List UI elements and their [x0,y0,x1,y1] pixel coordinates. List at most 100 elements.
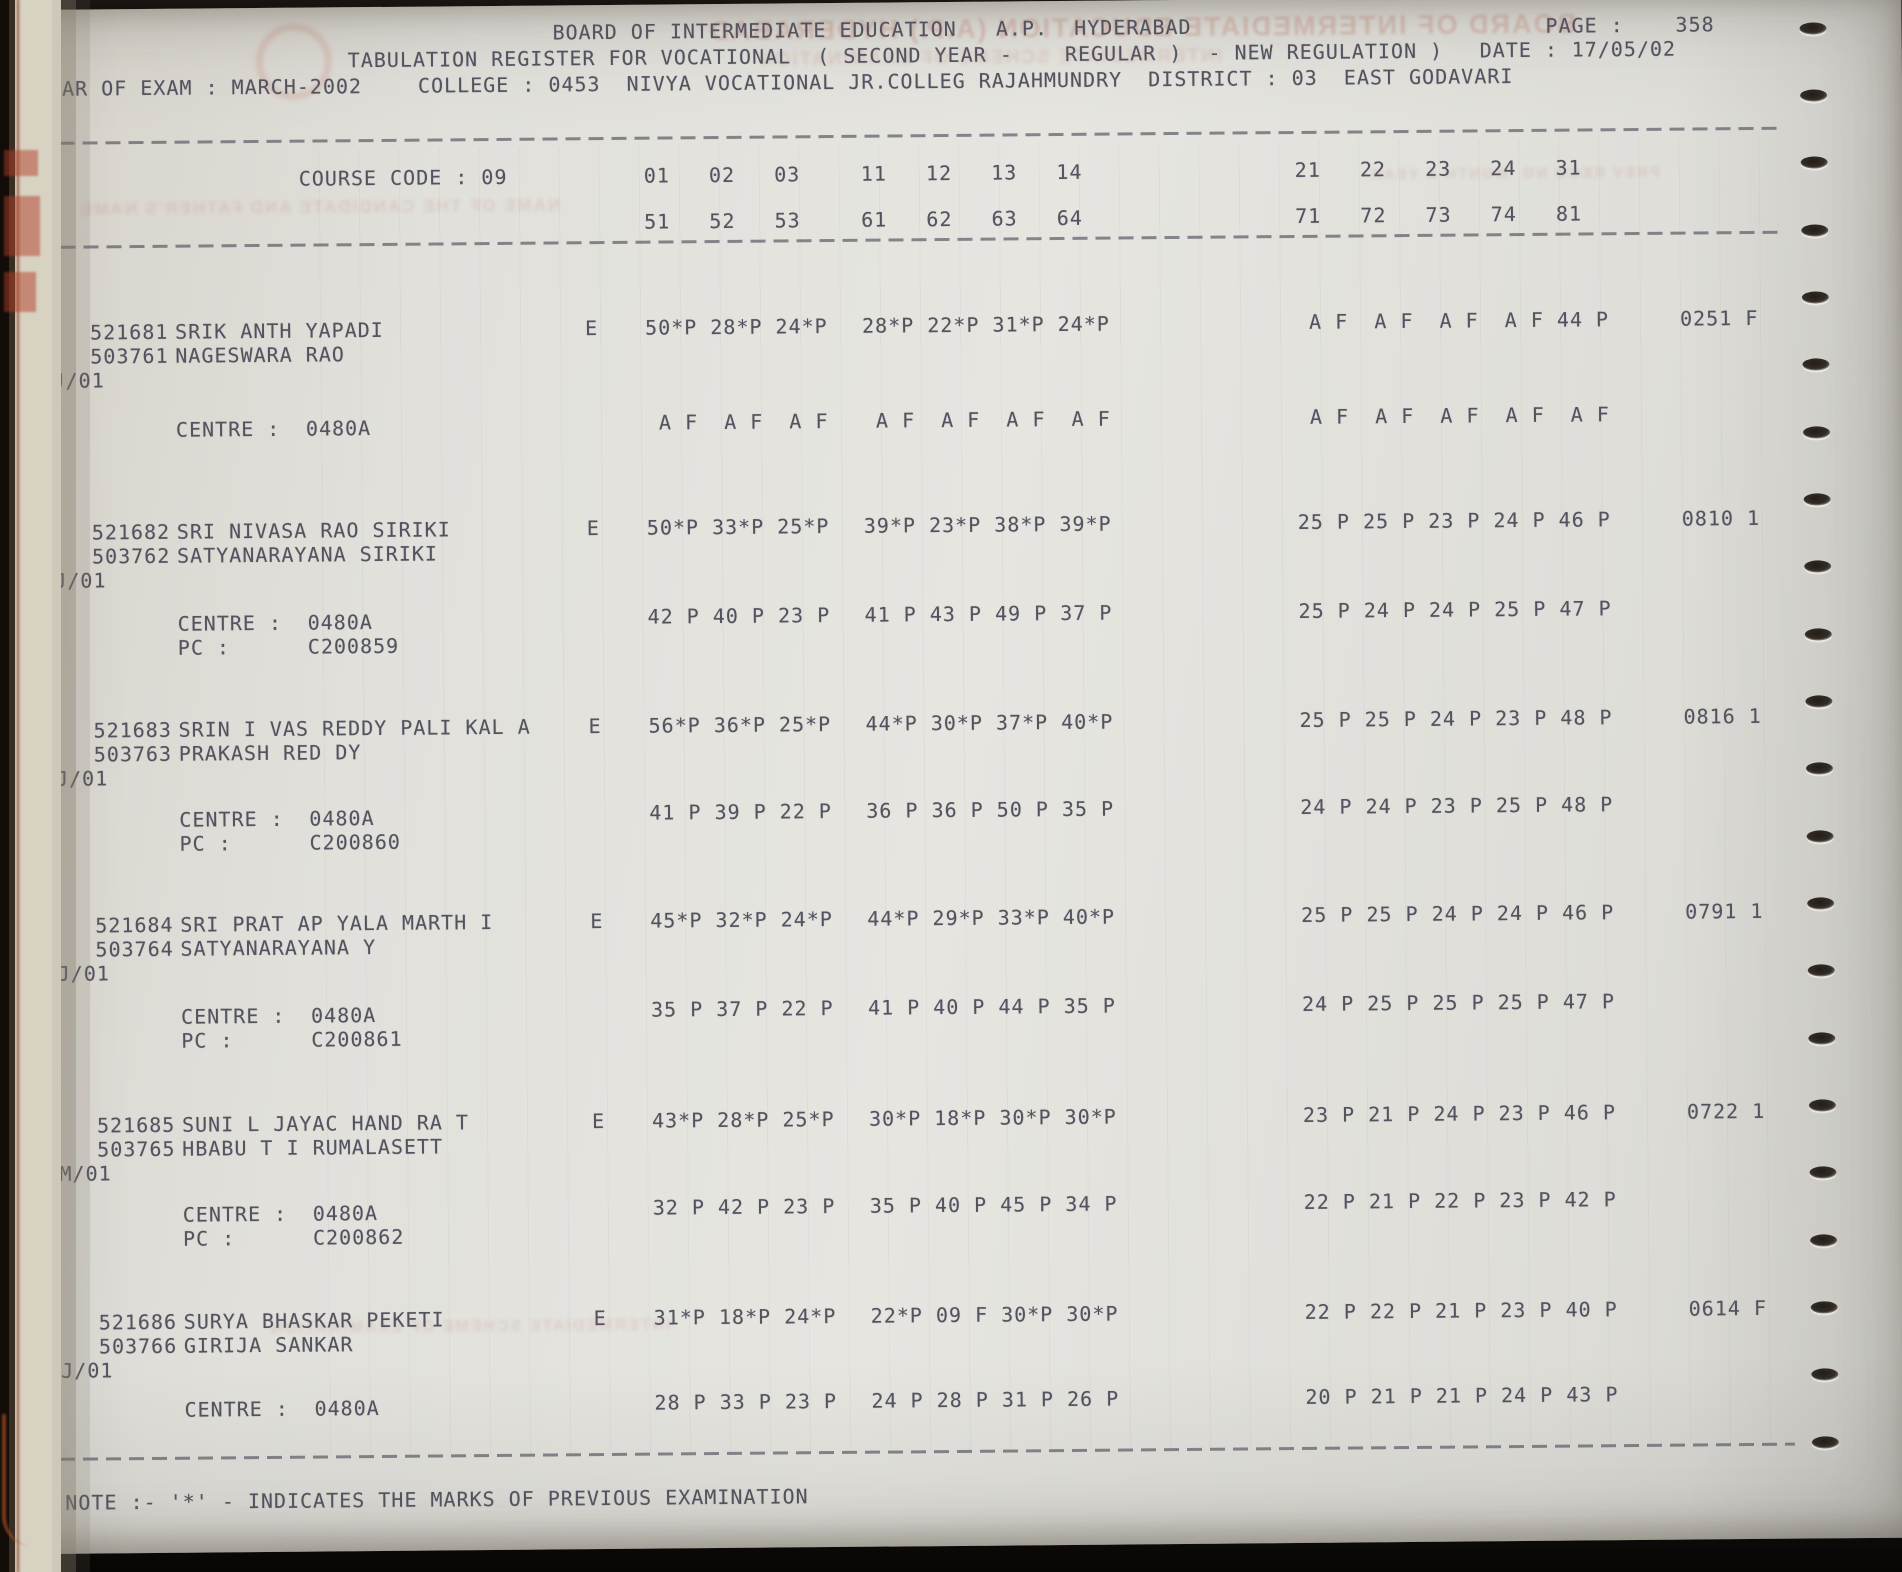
father-name: PRAKASH RED DY [178,740,362,766]
father-name: GIRIJA SANKAR [183,1332,354,1358]
subject-codes-row2-g1: 51 52 53 [644,208,801,234]
separator-line [59,1442,1795,1461]
marks2-g2: 41 P 43 P 49 P 37 P [864,600,1113,627]
prev-reg-no: 503762 [91,543,171,569]
centre-value: 0480A [309,806,375,831]
separator-line [37,230,1785,249]
subject-codes-row1-g3: 21 22 23 24 31 [1294,155,1582,182]
marks-g3: 22 P 22 P 21 P 23 P 40 P [1304,1297,1618,1324]
pc-label: PC : [177,635,231,660]
board-title: BOARD OF INTERMEDIATE EDUCATION A.P. HYD… [552,14,1192,45]
sprocket-hole [1801,291,1829,304]
reg-no: 521685 [96,1112,176,1138]
candidate-name: SRIN I VAS REDDY PALI KAL A [178,714,531,742]
month-year: M/01 [59,1161,112,1186]
marks2-g3: 24 P 25 P 25 P 25 P 47 P [1301,989,1616,1016]
marks2-g2: 41 P 40 P 44 P 35 P [867,993,1116,1020]
student-record: E 521681 SRIK ANTH YAPADI E 50*P 28*P 24… [0,0,1901,442]
marks-g3: 25 P 25 P 24 P 24 P 46 P [1301,900,1615,927]
centre-label: CENTRE : [180,1003,286,1029]
father-name: HBABU T I RUMALASETT [182,1134,444,1161]
student-record: E 521684 SRI PRAT AP YALA MARTH I E 45*P… [0,0,1901,1053]
marks2-g3: 20 P 21 P 21 P 24 P 43 P [1305,1382,1619,1409]
medium-code: E [46,1310,60,1335]
candidate-name: SRI PRAT AP YALA MARTH I [180,910,494,937]
prev-reg-no: 503764 [95,936,174,962]
sprocket-hole [1802,358,1830,371]
reg-no: 521682 [91,519,171,545]
father-name: SATYANARAYANA Y [180,935,377,961]
prev-reg-no: 503766 [98,1333,178,1359]
candidate-name: SRIK ANTH YAPADI [175,317,384,344]
marks-g1: 43*P 28*P 25*P [651,1107,835,1133]
total-result: 0816 1 [1683,703,1762,729]
sprocket-hole [1804,560,1832,573]
sprocket-hole [1800,156,1828,169]
candidate-name: SUNI L JAYAC HAND RA T [181,1110,470,1137]
marks2-g2: 35 P 40 P 45 P 34 P [869,1191,1118,1218]
marks2-g3: A F A F A F A F A F [1296,402,1610,429]
sprocket-hole [1800,89,1828,102]
sprocket-hole [1801,224,1829,237]
sprocket-hole [1799,22,1827,35]
month-year: J/01 [52,368,105,393]
total-result: 0791 1 [1685,898,1764,924]
pc-value: C200861 [311,1026,403,1052]
student-record: E 521686 SURYA BHASKAR PEKETI E 31*P 18*… [0,0,1901,1422]
marks-g1: 45*P 32*P 24*P [650,907,833,933]
marks-g3: 25 P 25 P 24 P 23 P 48 P [1299,705,1613,732]
subject-codes-row2-g2: 61 62 63 64 [861,205,1083,232]
marks-g3: 25 P 25 P 23 P 24 P 46 P [1297,507,1611,534]
marks2-g2: 24 P 28 P 31 P 26 P [871,1386,1120,1413]
sprocket-hole [1804,628,1832,641]
reg-no: 521681 [90,319,169,345]
page-label: PAGE : [1545,13,1624,38]
pc-label: PC : [182,1226,236,1251]
month-year: J/01 [61,1358,114,1383]
marks-g2: 30*P 18*P 30*P 30*P [868,1104,1117,1131]
sprocket-hole [1811,1368,1839,1381]
sprocket-hole [1805,762,1834,775]
marks-g1: 56*P 36*P 25*P [648,712,832,738]
sprocket-hole [1807,897,1835,910]
centre-label: CENTRE : [179,806,284,832]
marks2-g3: 22 P 21 P 22 P 23 P 42 P [1303,1187,1617,1214]
sprocket-hole [1808,1099,1836,1112]
subject-codes-row2-g3: 71 72 73 74 81 [1295,201,1583,228]
centre-label: CENTRE : [177,610,283,636]
marks-g2: 44*P 30*P 37*P 40*P [865,709,1114,736]
marks2-g1: A F A F A F [645,409,829,435]
pc-label: PC : [179,831,232,856]
pc-value: C200859 [307,633,400,659]
bleedthrough-text: NAME OF THE CANDIDATE AND FATHER'S NAME [78,195,561,219]
sprocket-hole [1805,695,1833,708]
marks-g2: 22*P 09 F 30*P 30*P [870,1301,1119,1328]
father-name: NAGESWARA RAO [175,342,345,368]
reg-no: 521683 [93,717,172,743]
candidate-name: SRI NIVASA RAO SIRIKI [176,517,451,544]
marks2-g1: 32 P 42 P 23 P [652,1194,836,1220]
separator-line [36,126,1784,145]
marks-g2: 44*P 29*P 33*P 40*P [867,904,1116,931]
total-result: 0614 F [1688,1295,1768,1321]
sprocket-hole [1809,1166,1837,1179]
marks-g1: 31*P 18*P 24*P [653,1304,837,1330]
cover-edge [2,1414,32,1546]
subject-codes-row1-g2: 11 12 13 14 [860,159,1083,186]
marks2-g1: 41 P 39 P 22 P [649,799,833,825]
sprocket-hole [1806,830,1834,843]
marks-g1: 50*P 33*P 25*P [646,514,830,540]
pc-label: PC : [181,1028,234,1053]
marks2-g3: 24 P 24 P 23 P 25 P 48 P [1300,792,1614,819]
centre-label: CENTRE : [184,1396,289,1422]
prev-reg-no: 503761 [90,343,169,369]
subject-codes-row1-g1: 01 02 03 [643,162,801,188]
page-number: 358 [1675,12,1715,37]
medium-code: E [39,520,54,545]
date-value: 17/05/02 [1571,36,1677,62]
sprocket-hole [1807,964,1835,977]
sprocket-hole [1803,493,1831,506]
month-year: J/01 [54,568,107,593]
marks2-g1: 35 P 37 P 22 P [650,996,834,1022]
